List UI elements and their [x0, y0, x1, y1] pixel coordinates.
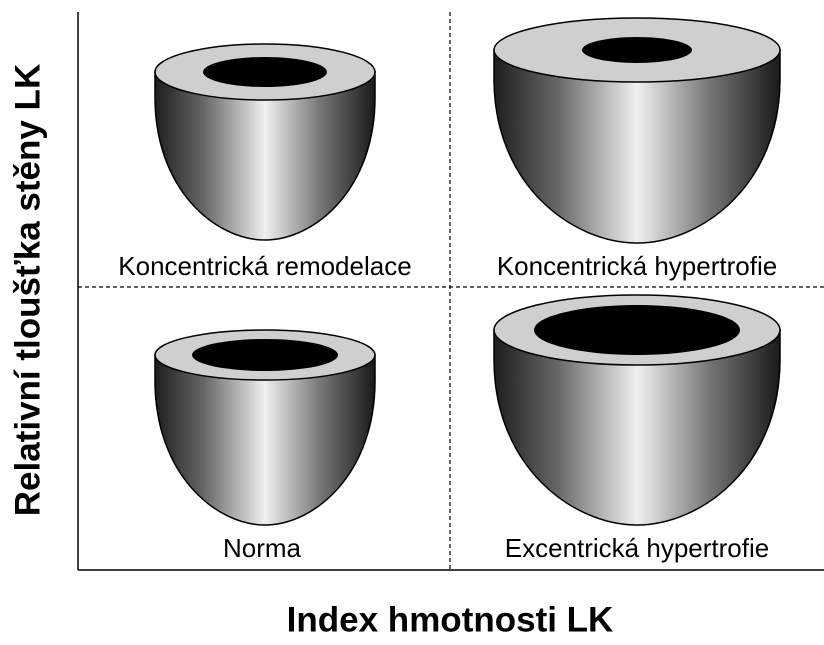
- cup-cavity: [203, 57, 327, 87]
- quadrant-label: Koncentrická remodelace: [118, 251, 411, 281]
- cup-cavity: [192, 339, 338, 371]
- cup-cavity: [582, 37, 692, 63]
- cup-cavity: [534, 305, 740, 355]
- x-axis-label: Index hmotnosti LK: [287, 600, 614, 639]
- quadrant-label: Koncentrická hypertrofie: [497, 251, 777, 281]
- quadrant-label: Norma: [223, 533, 302, 563]
- diagram: Koncentrická remodelace Koncentrická hyp…: [0, 0, 824, 645]
- quadrant-label: Excentrická hypertrofie: [505, 533, 769, 563]
- y-axis-label: Relativní tloušťka stěny LK: [8, 64, 47, 516]
